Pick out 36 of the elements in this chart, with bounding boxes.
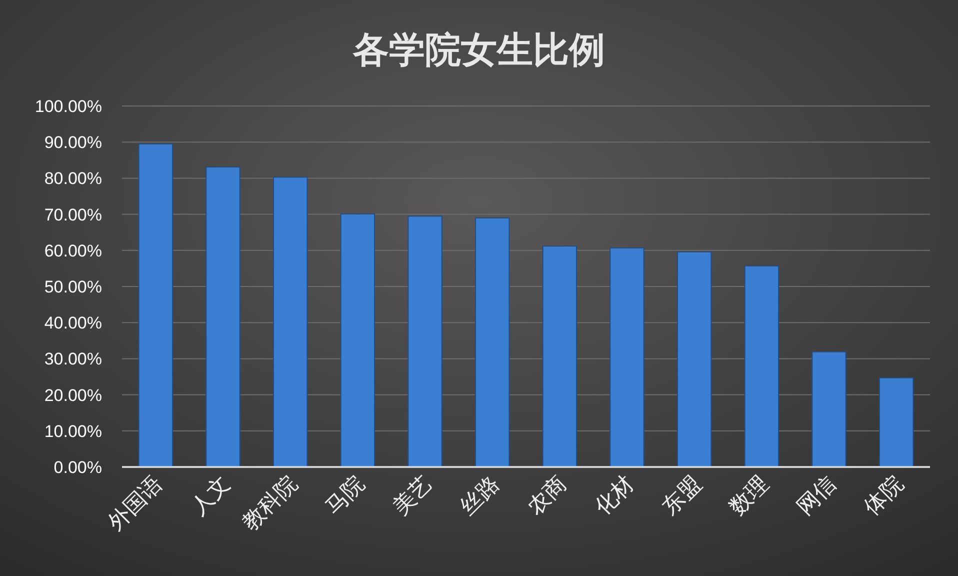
bar (542, 246, 577, 468)
bar (744, 265, 779, 468)
y-tick-label: 70.00% (44, 205, 102, 224)
y-tick-label: 0.00% (54, 458, 102, 477)
bar (206, 166, 240, 468)
bar (879, 377, 914, 468)
x-tick-label: 美艺 (388, 470, 437, 520)
bar (812, 351, 846, 468)
y-tick-label: 30.00% (44, 350, 102, 369)
x-tick-label: 人文 (186, 470, 235, 520)
x-tick-label: 丝路 (455, 470, 504, 520)
y-tick-label: 50.00% (44, 278, 102, 296)
y-tick-label: 90.00% (44, 133, 102, 152)
x-tick-label: 数理 (724, 470, 774, 520)
bar (475, 217, 510, 468)
chart-title: 各学院女生比例 (352, 29, 605, 70)
x-tick-label: 教科院 (238, 470, 302, 536)
bar (677, 251, 712, 468)
x-tick-label: 化材 (590, 470, 639, 520)
bar (610, 247, 644, 468)
y-tick-label: 100.00% (34, 97, 102, 116)
y-tick-label: 40.00% (44, 314, 102, 333)
bar (408, 216, 442, 468)
y-tick-label: 60.00% (44, 241, 102, 260)
x-tick-label: 马院 (320, 470, 370, 520)
y-tick-label: 80.00% (44, 169, 102, 188)
bar (340, 213, 375, 468)
bar (138, 143, 173, 468)
y-tick-label: 10.00% (44, 422, 102, 441)
x-tick-label: 农商 (522, 470, 572, 520)
bar (273, 176, 308, 468)
x-tick-label: 体院 (859, 470, 908, 520)
x-tick-label: 东盟 (657, 470, 706, 520)
x-tick-label: 网信 (792, 470, 841, 520)
x-tick-label: 外国语 (102, 470, 168, 536)
y-tick-label: 20.00% (44, 386, 102, 405)
